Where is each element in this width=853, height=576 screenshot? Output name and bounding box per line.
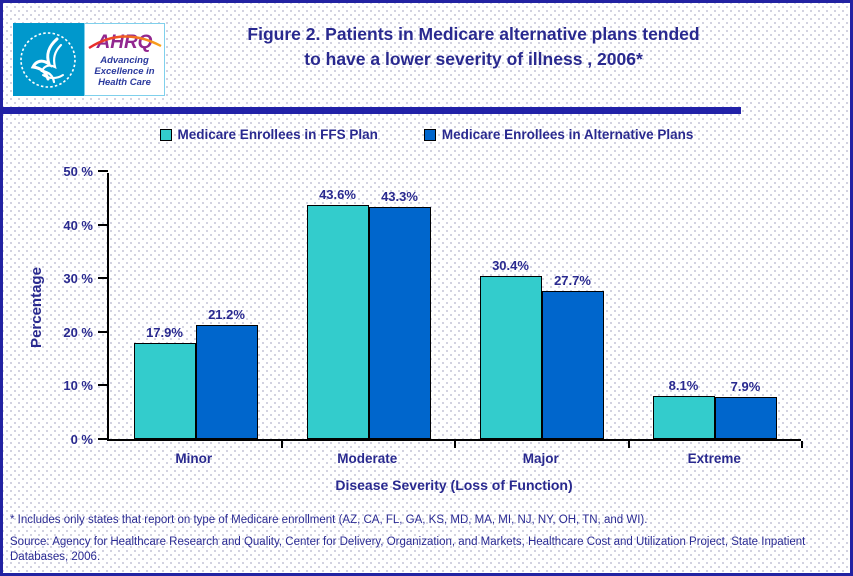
- x-axis-title: Disease Severity (Loss of Function): [335, 477, 573, 493]
- bar-group-major: 30.4% 27.7%: [455, 173, 628, 439]
- chart-legend: Medicare Enrollees in FFS Plan Medicare …: [3, 127, 850, 142]
- bar-value-label: 7.9%: [730, 379, 761, 394]
- y-tick-label: 40 %: [63, 217, 93, 233]
- bar-value-label: 21.2%: [208, 307, 245, 322]
- footnote-states: * Includes only states that report on ty…: [10, 514, 648, 526]
- bar-moderate-alternative: 43.3%: [368, 189, 431, 439]
- tagline-line1: Advancing: [100, 55, 149, 66]
- bar-value-label: 43.3%: [381, 189, 418, 204]
- y-axis-title: Percentage: [23, 173, 49, 441]
- y-tick: [98, 277, 108, 280]
- legend-item-alternative: Medicare Enrollees in Alternative Plans: [423, 127, 694, 142]
- bar-value-label: 27.7%: [554, 273, 591, 288]
- y-tick-label: 0 %: [70, 432, 93, 447]
- bar-major-ffs: 30.4%: [479, 258, 542, 439]
- bar-value-label: 17.9%: [146, 325, 183, 340]
- legend-label-ffs: Medicare Enrollees in FFS Plan: [177, 127, 378, 142]
- bar-moderate-ffs: 43.6%: [306, 187, 369, 439]
- y-tick: [98, 384, 108, 387]
- legend-item-ffs: Medicare Enrollees in FFS Plan: [159, 127, 378, 142]
- x-tick: [801, 441, 803, 448]
- tagline-line3: Health Care: [98, 77, 151, 88]
- category-label-extreme: Extreme: [687, 451, 741, 466]
- x-tick: [628, 441, 630, 448]
- bar-group-moderate: 43.6% 43.3%: [282, 173, 455, 439]
- bar-group-minor: 17.9% 21.2%: [109, 173, 282, 439]
- category-label-minor: Minor: [175, 451, 213, 466]
- bar-extreme-alternative: 7.9%: [714, 379, 777, 439]
- y-tick-label: 10 %: [63, 378, 93, 394]
- y-tick: [98, 330, 108, 333]
- bar-value-label: 8.1%: [668, 378, 699, 393]
- hhs-seal-icon: [13, 23, 84, 96]
- page-title: Figure 2. Patients in Medicare alternati…: [103, 22, 844, 72]
- bar-major-alternative: 27.7%: [541, 273, 604, 439]
- plot-area: 0 % 10 % 20 % 30 % 40 % 50 % 17.9% 21.2% 43.6% 43…: [63, 164, 803, 448]
- ahrq-tagline: Advancing Excellence in Health Care: [94, 55, 154, 88]
- x-tick: [454, 441, 456, 448]
- legend-label-alternative: Medicare Enrollees in Alternative Plans: [441, 127, 694, 142]
- bar-value-label: 30.4%: [492, 258, 529, 273]
- legend-swatch-ffs: [159, 128, 172, 141]
- x-tick: [281, 441, 283, 448]
- bar-extreme-ffs: 8.1%: [652, 378, 715, 439]
- y-tick: [98, 170, 108, 172]
- ahrq-hhs-logo: AHRQ Advancing Excellence in Health Care: [13, 23, 165, 96]
- ahrq-arc-icon: [88, 35, 162, 50]
- bar-minor-ffs: 17.9%: [133, 325, 196, 439]
- y-tick-label: 30 %: [63, 271, 93, 287]
- bar-minor-alternative: 21.2%: [195, 307, 258, 439]
- header-divider: [3, 107, 741, 114]
- tagline-line2: Excellence in: [94, 66, 155, 77]
- page-title-line2: to have a lower severity of illness , 20…: [304, 49, 643, 69]
- y-tick-label: 50 %: [63, 164, 93, 179]
- y-tick-label: 20 %: [63, 324, 93, 340]
- legend-swatch-alternative: [423, 128, 436, 141]
- y-tick: [98, 223, 108, 226]
- bar-group-extreme: 8.1% 7.9%: [628, 173, 801, 439]
- y-axis-title-text: Percentage: [27, 266, 45, 348]
- bar-value-label: 43.6%: [319, 187, 356, 202]
- page-title-line1: Figure 2. Patients in Medicare alternati…: [247, 24, 700, 44]
- category-label-major: Major: [522, 451, 559, 466]
- footnote-source: Source: Agency for Healthcare Research a…: [10, 536, 806, 563]
- footnotes: * Includes only states that report on ty…: [10, 513, 843, 565]
- ahrq-wordmark-panel: AHRQ Advancing Excellence in Health Care: [84, 23, 165, 96]
- category-label-moderate: Moderate: [337, 451, 398, 466]
- y-tick: [98, 438, 108, 440]
- x-axis-category-row: Minor Moderate Major Extreme: [107, 451, 801, 466]
